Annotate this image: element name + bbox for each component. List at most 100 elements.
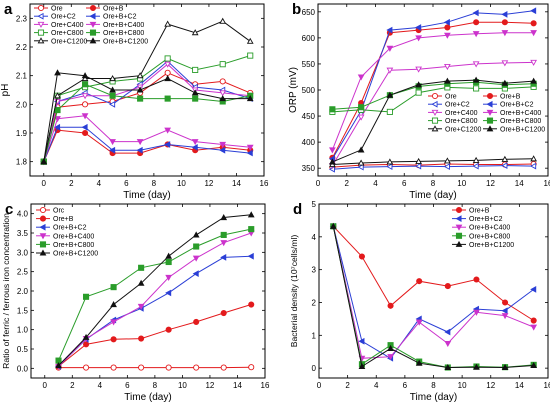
legend-marker [39, 215, 47, 222]
series-ore-b-c1200 [329, 222, 538, 371]
x-tick-label: 4 [98, 381, 103, 390]
panel-d: 0246810121416012345Time (day)Bacterial d… [289, 200, 550, 402]
y-tick-label: 0.0 [17, 364, 29, 373]
x-tick-label: 16 [261, 381, 270, 390]
data-point [444, 157, 451, 164]
data-point [109, 86, 116, 93]
data-point [219, 61, 226, 68]
legend-marker [89, 4, 97, 12]
legend-label: Ore+B [469, 208, 490, 215]
data-point [444, 283, 451, 290]
data-point [357, 163, 364, 171]
data-point [164, 61, 172, 68]
data-point [501, 155, 509, 162]
data-point [501, 307, 508, 315]
data-point [530, 317, 537, 324]
series-line [331, 10, 534, 160]
x-tick-label: 8 [431, 179, 436, 188]
plot-frame [29, 3, 265, 177]
data-point [164, 141, 171, 148]
data-point [219, 146, 226, 154]
panel-letter: b [292, 1, 301, 18]
data-point [220, 253, 227, 261]
legend: Ore Ore+B Ore+C2 Ore+B+C2 Ore+C400 Ore+B+C400… [34, 4, 148, 45]
x-tick-label: 4 [374, 381, 379, 390]
series-ore-b-c1200 [55, 211, 255, 369]
legend-marker [431, 109, 439, 116]
series-ore-b [329, 19, 537, 161]
x-axis-label: Time (day) [410, 392, 457, 402]
data-point [137, 303, 145, 310]
x-tick-label: 10 [178, 381, 187, 390]
series-ore-b-c2 [328, 7, 537, 163]
legend-item: Ore+B [36, 215, 74, 223]
y-tick-label: 1.0 [17, 326, 29, 335]
data-point [358, 337, 365, 345]
y-axis-label: ORP (mV) [288, 67, 299, 113]
legend-item: Ore+B [86, 4, 124, 13]
series-line [332, 79, 534, 163]
legend-marker [486, 117, 494, 124]
series-orc [55, 364, 255, 371]
legend-marker [486, 100, 493, 108]
legend-label: Ore+B+C2 [103, 14, 137, 21]
legend-label: Ore+B+C400 [469, 225, 510, 232]
y-tick-label: 1.9 [16, 129, 28, 138]
legend-item: Ore [34, 4, 63, 13]
data-point [138, 335, 145, 342]
y-tick-label: 2.1 [16, 72, 28, 81]
data-point [220, 240, 228, 247]
y-tick-label: 3.0 [17, 248, 29, 257]
series-line [43, 55, 251, 162]
data-point [358, 362, 366, 370]
legend-item: Ore+B [483, 92, 521, 101]
y-tick-label: 2.5 [17, 268, 29, 277]
legend-label: Ore+B+C800 [53, 242, 94, 249]
data-point [164, 69, 171, 76]
legend-item: Ore [428, 92, 457, 101]
legend-marker [455, 232, 463, 239]
data-point [530, 361, 538, 369]
data-point [329, 106, 336, 113]
data-point [386, 158, 394, 165]
y-tick-label: 400 [302, 138, 316, 147]
legend-marker [39, 249, 47, 256]
legend-label: Ore+C2 [51, 14, 76, 21]
legend-marker [486, 92, 494, 100]
legend-marker [455, 240, 463, 247]
x-tick-label: 6 [402, 179, 407, 188]
legend-label: Ore+C1200 [51, 38, 87, 45]
legend-item: Ore+B+C800 [452, 232, 510, 240]
data-point [415, 81, 422, 88]
x-tick-label: 2 [70, 381, 75, 390]
legend-label: Ore+B+C400 [500, 110, 541, 117]
x-tick-label: 8 [152, 179, 157, 188]
x-tick-label: 12 [205, 381, 214, 390]
data-point [165, 326, 172, 333]
legend-item: Ore+C2 [34, 12, 76, 21]
data-point [110, 284, 117, 291]
legend-label: Ore+C800 [445, 118, 478, 125]
legend-label: Ore+B+C800 [469, 233, 510, 240]
legend-label: Ore+B+C1200 [53, 251, 98, 258]
data-point [109, 146, 116, 154]
data-point [219, 90, 227, 97]
data-point [530, 162, 537, 170]
data-point [192, 66, 199, 73]
series-line [332, 165, 534, 170]
data-point [164, 127, 172, 134]
data-point [54, 92, 61, 99]
data-point [247, 252, 254, 260]
x-axis-label: Time (day) [409, 190, 456, 201]
data-point [81, 123, 88, 131]
legend-item: Ore+B+C1200 [36, 249, 98, 258]
data-point [192, 95, 199, 102]
data-point [219, 17, 227, 24]
legend-item: Ore+C400 [34, 21, 84, 29]
legend-marker [39, 241, 47, 248]
y-tick-label: 2.0 [16, 100, 28, 109]
plot-frame [318, 203, 549, 379]
data-point [530, 7, 537, 15]
data-point [220, 231, 227, 238]
data-point [165, 289, 172, 297]
